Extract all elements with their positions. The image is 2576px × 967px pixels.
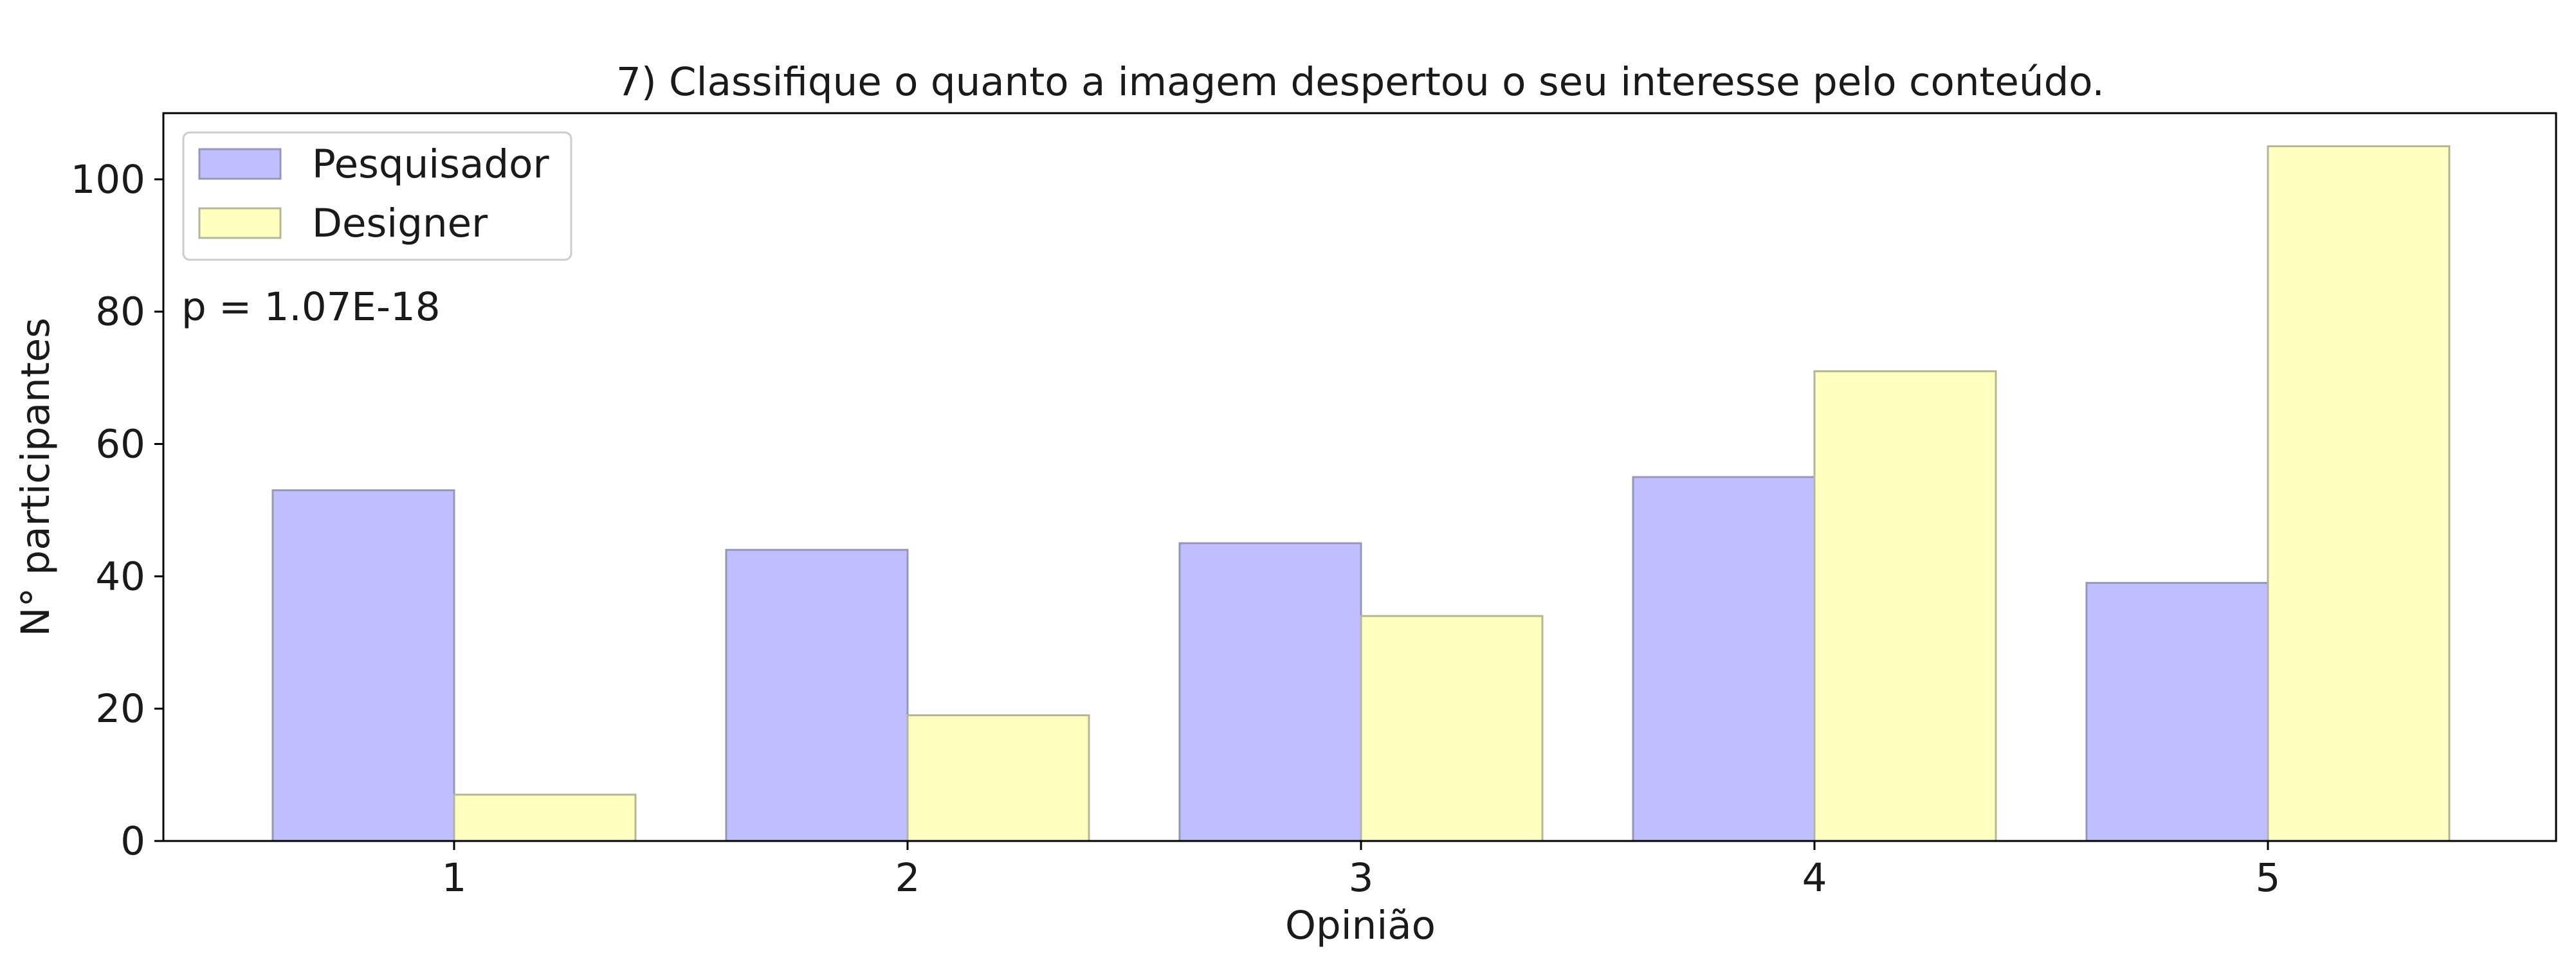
- y-axis: 0 20 40 60 80 100: [71, 157, 163, 864]
- legend-swatch-pesquisador: [198, 148, 282, 180]
- bar-pesquisador-4: [1632, 476, 1816, 842]
- legend-label-designer: Designer: [312, 201, 488, 246]
- x-axis: 1 2 3 4 5: [442, 841, 2281, 901]
- x-tick-label: 2: [895, 855, 920, 901]
- bar-pesquisador-5: [2085, 582, 2269, 842]
- bar-designer-1: [453, 793, 637, 842]
- y-tick-label: 0: [120, 818, 145, 864]
- y-tick-label: 60: [95, 422, 145, 467]
- bars-layer: [271, 145, 2451, 842]
- legend-swatch-designer: [198, 207, 282, 239]
- x-tick-label: 3: [1349, 855, 1374, 901]
- y-tick-label: 100: [71, 157, 145, 203]
- p-value-annotation: p = 1.07E-18: [181, 284, 441, 330]
- y-axis-label: N° participantes: [13, 318, 59, 637]
- x-tick-label: 5: [2256, 855, 2281, 901]
- bar-pesquisador-2: [725, 548, 909, 842]
- y-tick-label: 20: [95, 686, 145, 732]
- plot-frame: [162, 112, 2557, 842]
- x-tick-label: 1: [442, 855, 467, 901]
- bar-designer-5: [2267, 145, 2451, 842]
- legend: Pesquisador Designer: [182, 131, 572, 261]
- legend-label-pesquisador: Pesquisador: [312, 141, 549, 187]
- bar-pesquisador-1: [271, 489, 455, 842]
- x-tick-label: 4: [1802, 855, 1827, 901]
- bar-designer-2: [906, 714, 1090, 842]
- y-tick-label: 80: [95, 289, 145, 335]
- chart-title: 7) Classifique o quanto a imagem despert…: [616, 59, 2105, 105]
- bar-designer-4: [1813, 370, 1997, 842]
- bar-pesquisador-3: [1178, 542, 1362, 842]
- y-tick-label: 40: [95, 554, 145, 599]
- x-axis-label: Opinião: [1285, 903, 1436, 948]
- bar-designer-3: [1360, 615, 1544, 842]
